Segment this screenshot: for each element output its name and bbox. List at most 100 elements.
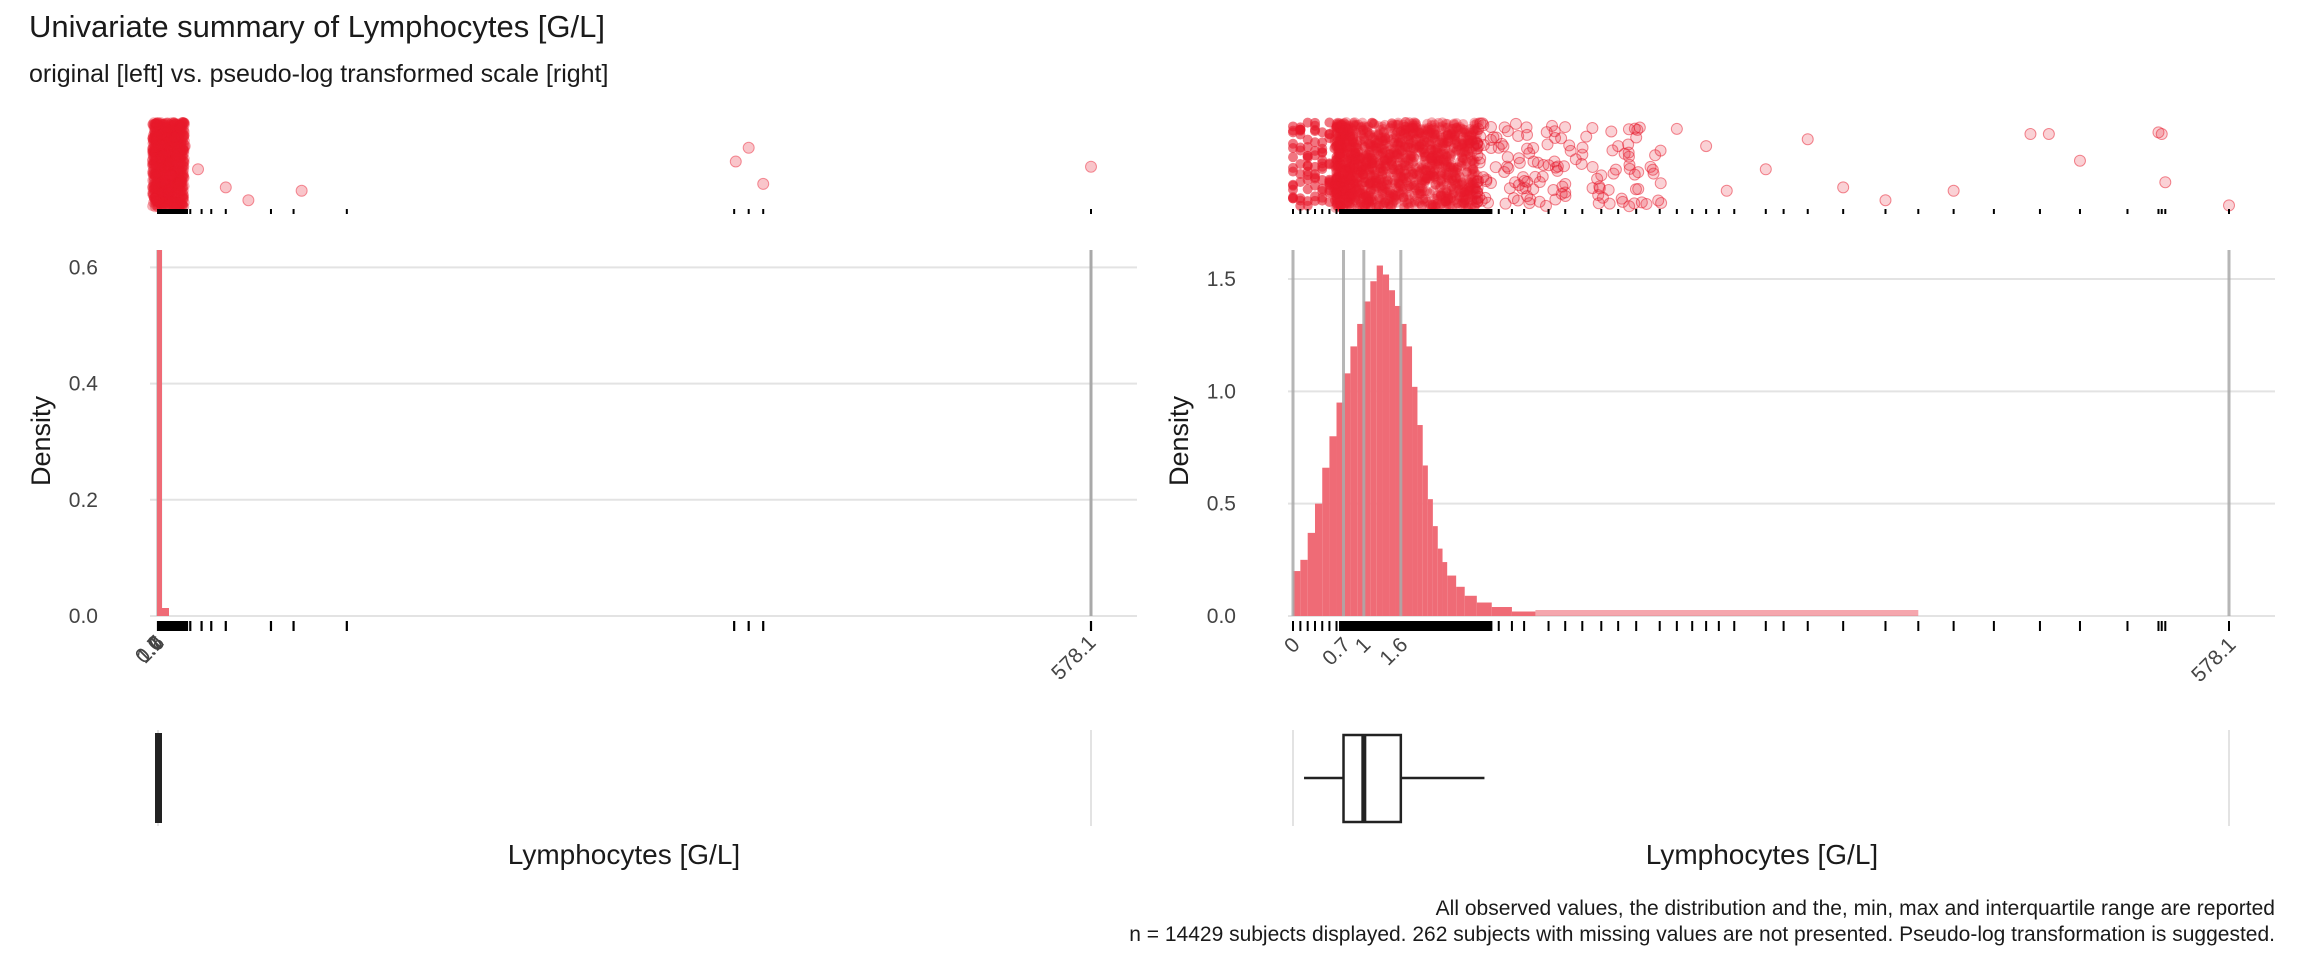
left-strip-point [169,128,180,139]
left-strip-point [174,153,185,164]
right-strip-point [1393,186,1404,197]
left-strip-point [165,158,176,169]
left-strip-point [165,167,176,178]
left-strip-point [172,134,183,145]
right-strip-point [1343,188,1354,199]
left-strip-point [164,139,175,150]
right-strip-point [1357,140,1368,151]
right-histogram-bar [1395,305,1401,616]
right-strip-point [1364,170,1375,181]
left-strip-point [151,145,162,156]
right-strip-point [1413,143,1424,154]
left-strip-point [148,120,159,131]
left-strip-point [147,155,158,166]
right-strip-point [1371,143,1382,154]
left-strip-point [154,195,165,206]
left-strip-outlier [156,148,169,161]
right-strip-point [1338,189,1349,200]
right-strip-point [1440,196,1451,207]
left-strip-point [160,126,171,137]
left-strip-point [148,159,159,170]
right-strip-point [1360,190,1371,201]
left-strip-point [177,173,188,184]
left-strip-point [157,186,168,197]
left-strip-point [147,159,158,170]
right-strip-point [1367,171,1378,182]
left-strip-point [165,161,176,172]
left-strip-point [168,123,179,134]
left-strip-point [166,151,177,162]
left-strip-point [167,170,178,181]
right-strip-point [1449,133,1460,144]
left-strip-point [152,117,163,128]
right-histogram-bar [1432,526,1438,616]
right-y-tick-label: 0.5 [1207,493,1236,516]
left-strip-point [164,153,175,164]
left-strip-point [155,140,166,151]
left-strip-point [160,146,171,157]
left-strip-point [175,187,186,198]
right-histogram-bar [1456,586,1465,616]
left-strip-point [149,142,160,153]
left-strip-point [148,179,159,190]
left-strip-point [179,161,190,172]
left-strip-point [176,121,187,132]
left-strip-point [151,191,162,202]
left-strip-point [152,129,163,140]
left-strip-point [150,152,161,163]
right-strip-point [1384,140,1395,151]
right-strip-point [1448,162,1459,173]
left-strip-point [160,192,171,203]
left-strip-point [155,197,166,208]
left-strip-point [148,156,159,167]
left-strip-point [158,168,169,179]
right-histogram-bar [1343,373,1351,616]
left-strip-point [167,175,178,186]
left-strip-point [176,139,187,150]
left-strip-point [153,162,164,173]
right-strip-point [1332,146,1343,157]
left-strip-point [150,142,161,153]
left-strip-point [159,162,170,173]
left-strip-point [168,166,179,177]
left-strip-point [155,178,166,189]
right-strip-point [1332,155,1343,166]
right-strip-point [1335,164,1346,175]
right-strip-point [1461,198,1472,209]
right-strip-point [1345,185,1356,196]
left-strip-point [178,182,189,193]
left-strip-point [161,160,172,171]
right-strip-point [1337,174,1348,185]
left-strip-point [151,135,162,146]
left-strip-point [170,177,181,188]
right-strip-point [1453,192,1464,203]
left-strip-point [161,159,172,170]
left-strip-point [156,171,167,182]
left-strip-point [151,150,162,161]
left-strip-point [150,199,161,210]
left-strip-point [156,170,167,181]
right-strip-point [1295,124,1306,135]
left-strip-point [164,149,175,160]
left-strip-point [177,119,188,130]
left-strip-point [177,136,188,147]
left-strip-point [175,193,186,204]
right-strip-point [1333,152,1344,163]
right-strip-point [1481,196,1494,209]
left-strip-point [152,188,163,199]
left-strip-point [163,177,174,188]
caption-line-2: n = 14429 subjects displayed. 262 subjec… [1129,923,2275,946]
left-strip-point [155,147,166,158]
left-strip-point [173,185,184,196]
right-strip-point [1391,182,1402,193]
left-strip-point [156,150,167,161]
right-x-tick-label: 0.7 [1318,633,1355,670]
right-strip-point [1333,133,1344,144]
left-strip-point [173,178,184,189]
left-strip-point [149,129,160,140]
right-strip-point [1407,128,1418,139]
left-strip-point [153,197,164,208]
right-strip-point [1345,153,1356,164]
right-strip-point [1335,178,1346,189]
right-strip-point [1333,117,1344,128]
